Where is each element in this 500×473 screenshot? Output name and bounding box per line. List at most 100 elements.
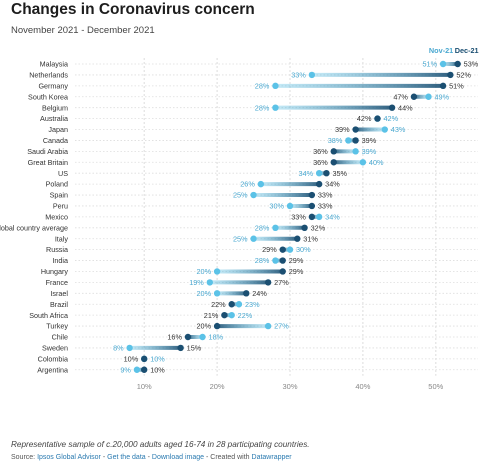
nov-value-label: 27% bbox=[274, 322, 289, 331]
nov-value-label: 8% bbox=[113, 344, 124, 353]
dec-dot bbox=[279, 246, 286, 253]
country-label: Netherlands bbox=[29, 71, 68, 80]
country-label: Colombia bbox=[38, 354, 68, 363]
dec-value-label: 44% bbox=[398, 103, 413, 112]
country-label: Global country average bbox=[0, 223, 68, 232]
nov-value-label: 40% bbox=[369, 158, 384, 167]
dec-dot bbox=[352, 137, 359, 144]
x-tick-label: 30% bbox=[282, 382, 297, 391]
dec-value-label: 20% bbox=[196, 322, 211, 331]
nov-dot bbox=[126, 344, 133, 352]
data-row: 9% 10% bbox=[120, 365, 165, 374]
country-label: Spain bbox=[50, 191, 68, 200]
nov-value-label: 30% bbox=[269, 202, 284, 211]
country-label: Sweden bbox=[42, 344, 68, 353]
dec-dot bbox=[439, 82, 447, 90]
dec-dot bbox=[308, 202, 316, 210]
nov-value-label: 19% bbox=[189, 278, 204, 287]
country-label: Poland bbox=[46, 180, 68, 189]
country-label: Belgium bbox=[42, 103, 68, 112]
dec-value-label: 15% bbox=[187, 344, 202, 353]
x-tick-label: 40% bbox=[355, 382, 370, 391]
country-label: Turkey bbox=[46, 322, 68, 331]
dec-value-label: 24% bbox=[252, 289, 267, 298]
dec-dot bbox=[213, 322, 221, 330]
data-row: 29% 30% bbox=[262, 245, 311, 254]
nov-dot bbox=[206, 279, 214, 286]
dec-value-label: 16% bbox=[167, 333, 182, 342]
dec-value-label: 22% bbox=[211, 300, 226, 309]
dec-dot bbox=[264, 279, 272, 286]
country-label: Chile bbox=[52, 333, 68, 342]
nov-dot bbox=[425, 93, 432, 100]
data-row: 16% 18% bbox=[167, 333, 223, 342]
data-row: 8% 15% bbox=[113, 344, 202, 353]
data-row: 20% 29% bbox=[196, 267, 303, 276]
dec-value-label: 52% bbox=[456, 71, 471, 80]
x-tick-label: 20% bbox=[210, 382, 225, 391]
dec-value-label: 36% bbox=[313, 158, 328, 167]
nov-value-label: 38% bbox=[328, 136, 343, 145]
dec-value-label: 42% bbox=[357, 114, 372, 123]
nov-dot bbox=[272, 82, 279, 90]
nov-dot bbox=[235, 301, 243, 308]
nov-value-label: 28% bbox=[255, 256, 270, 265]
nov-dot bbox=[264, 322, 272, 330]
nov-dot bbox=[315, 170, 323, 177]
country-label: Italy bbox=[55, 234, 69, 243]
chart-notes: Representative sample of c.20,000 adults… bbox=[11, 440, 310, 449]
dec-dot bbox=[352, 126, 359, 133]
data-row: 25% 33% bbox=[233, 191, 333, 200]
x-tick-label: 50% bbox=[428, 382, 443, 391]
chart-title: Changes in Coronavirus concern bbox=[11, 1, 255, 18]
country-label: India bbox=[52, 256, 68, 265]
x-axis: 10% 20% 30% 40% 50% bbox=[137, 382, 444, 391]
nov-dot bbox=[133, 366, 141, 373]
dec-value-label: 27% bbox=[274, 278, 289, 287]
legend-dec: Dec-21 bbox=[455, 46, 479, 55]
dec-dot bbox=[454, 60, 461, 68]
data-row: 22% 23% bbox=[211, 300, 260, 309]
data-row: 33% 52% bbox=[291, 71, 471, 80]
country-label: Australia bbox=[40, 114, 68, 123]
source-prefix: Source: bbox=[11, 454, 38, 461]
nov-value-label: 22% bbox=[238, 311, 253, 320]
country-label: Israel bbox=[50, 289, 68, 298]
dec-value-label: 36% bbox=[313, 147, 328, 156]
dec-value-label: 39% bbox=[362, 136, 377, 145]
country-label: Peru bbox=[53, 202, 68, 211]
dec-value-label: 35% bbox=[332, 169, 347, 178]
dec-dot bbox=[228, 301, 235, 308]
country-label: Japan bbox=[48, 125, 68, 134]
dec-dot bbox=[374, 115, 381, 122]
country-label: Saudi Arabia bbox=[27, 147, 68, 156]
nov-dot bbox=[315, 213, 323, 221]
dec-dot bbox=[141, 355, 148, 363]
nov-value-label: 34% bbox=[325, 212, 340, 221]
dec-dot bbox=[243, 290, 250, 297]
download-image-link[interactable]: Download image bbox=[151, 454, 205, 461]
dec-value-label: 21% bbox=[204, 311, 219, 320]
dec-dot bbox=[141, 366, 148, 373]
country-label: Argentina bbox=[37, 365, 68, 374]
dec-dot bbox=[330, 148, 337, 155]
dec-dot bbox=[447, 71, 454, 79]
country-label: Canada bbox=[43, 136, 68, 145]
country-label: Russia bbox=[46, 245, 68, 254]
nov-dot bbox=[286, 246, 294, 253]
nov-value-label: 25% bbox=[233, 234, 248, 243]
nov-dot bbox=[213, 290, 221, 297]
nov-value-label: 34% bbox=[299, 169, 314, 178]
dec-value-label: 47% bbox=[393, 92, 408, 101]
get-data-link[interactable]: Get the data bbox=[107, 454, 146, 461]
data-row: 39% 43% bbox=[335, 125, 406, 134]
source-link[interactable]: Ipsos Global Advisor bbox=[37, 454, 101, 461]
dec-value-label: 31% bbox=[303, 234, 318, 243]
nov-dot bbox=[345, 137, 352, 144]
data-row: 28% 32% bbox=[255, 223, 326, 232]
datawrapper-link[interactable]: Datawrapper bbox=[251, 454, 292, 461]
dec-dot bbox=[221, 311, 228, 319]
nov-value-label: 28% bbox=[255, 81, 270, 90]
dec-value-label: 32% bbox=[311, 223, 326, 232]
data-row: 28% 51% bbox=[255, 81, 464, 90]
